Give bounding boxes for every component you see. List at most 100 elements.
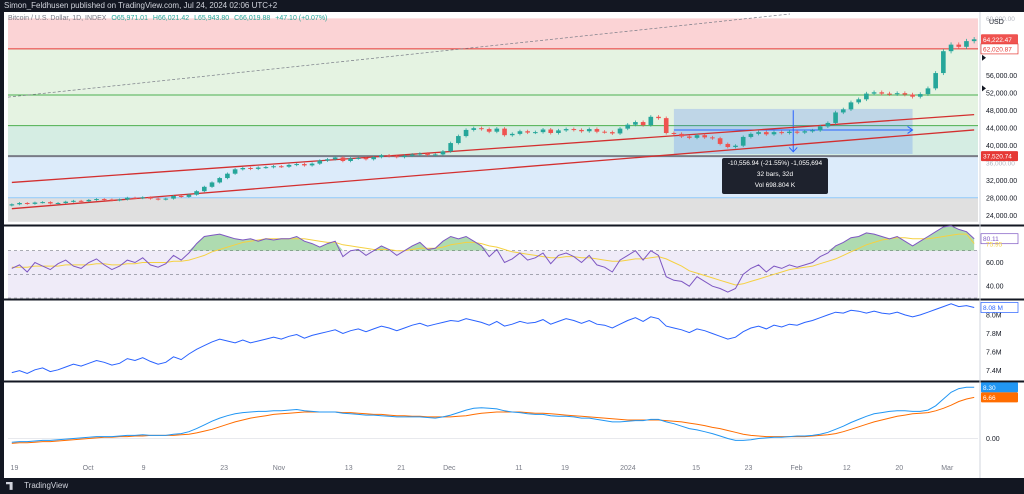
candle-body <box>240 168 246 170</box>
price-tick-label: 32,000.00 <box>986 178 1017 185</box>
candle-body <box>548 129 554 133</box>
candle-body <box>9 204 15 206</box>
obv-tick-label: 7.4M <box>986 368 1002 375</box>
candle-body <box>48 202 53 204</box>
candle-body <box>864 93 869 100</box>
candle-body <box>471 128 477 130</box>
candle-body <box>502 128 507 136</box>
obv-tick-label: 8.0M <box>986 312 1002 319</box>
close-value: C66,019.88 <box>234 15 271 22</box>
candle-body <box>371 157 376 160</box>
rsi-tick-label: 40.00 <box>986 284 1004 291</box>
x-axis-label: 2024 <box>620 465 636 472</box>
trend-line-upper_trend <box>11 113 975 184</box>
price-tick-label: 40,000.00 <box>986 143 1017 150</box>
zone-grey <box>8 197 978 222</box>
x-axis-label: 19 <box>11 465 19 472</box>
candle-body <box>494 128 500 132</box>
publisher-text: Simon_Feldhusen published on TradingView… <box>4 1 278 10</box>
rsi-line <box>11 225 975 293</box>
rsi-overbought-fill <box>11 225 975 251</box>
candle-body <box>209 182 215 187</box>
x-axis-label: 12 <box>843 465 851 472</box>
candle-body <box>933 73 938 89</box>
candle-body <box>40 202 45 204</box>
price-tag-faint-top: 69,000.00 <box>986 16 1015 23</box>
candle-body <box>55 203 61 204</box>
measure-arrow-down <box>788 147 798 153</box>
candle-body <box>355 157 361 159</box>
candle-body <box>540 129 546 133</box>
measure-arrow-right <box>907 126 914 134</box>
price-tick-label: 24,000.00 <box>986 213 1017 220</box>
candle-body <box>379 155 384 158</box>
candle-body <box>317 160 323 164</box>
candle-body <box>625 124 631 129</box>
obv-line <box>11 303 975 375</box>
candle-body <box>656 116 661 119</box>
currency-label: USD <box>989 19 1004 26</box>
macd-signal-line <box>11 396 975 444</box>
candle-body <box>679 133 684 137</box>
candle-body <box>756 132 761 134</box>
zone-green <box>8 48 978 95</box>
price-tag-support-bg <box>981 151 1018 162</box>
candle-body <box>217 178 223 183</box>
publisher-bar: Simon_Feldhusen published on TradingView… <box>0 0 1024 12</box>
low-value: L65,943.80 <box>194 15 230 22</box>
open-value: O65,971.01 <box>111 15 148 22</box>
obv-tick-label: 7.6M <box>986 350 1002 357</box>
candle-body <box>440 151 446 155</box>
measure-bars: 32 bars, 32d <box>756 171 794 178</box>
candle-body <box>402 155 407 158</box>
candle-body <box>894 93 900 95</box>
candle-body <box>525 131 530 133</box>
candle-body <box>848 102 854 110</box>
price-tag-level-top-border <box>980 43 1019 55</box>
macd-tag: 8.30 <box>983 385 996 392</box>
candle-body <box>101 199 107 201</box>
candle-body <box>302 164 307 166</box>
candle-body <box>363 157 369 160</box>
obv-tag-border <box>980 302 1019 313</box>
candle-body <box>871 92 877 94</box>
candle-body <box>348 158 353 161</box>
price-tag-current: 64,222.47 <box>983 37 1012 44</box>
candle-body <box>386 155 392 157</box>
candle-body <box>533 132 538 134</box>
obv-tag: 8.08 M <box>983 305 1003 312</box>
x-axis-label: Feb <box>790 465 802 472</box>
candle-body <box>286 164 292 167</box>
candle-body <box>394 156 400 158</box>
price-tag-current-bg <box>981 34 1018 45</box>
candle-body <box>78 200 84 202</box>
candle-body <box>17 203 22 205</box>
candle-body <box>594 129 600 132</box>
candle-body <box>332 157 338 160</box>
candle-body <box>556 130 561 133</box>
x-axis-label: Dec <box>443 465 456 472</box>
candle-body <box>140 197 146 199</box>
candle-body <box>263 167 269 169</box>
candle-body <box>448 143 453 152</box>
candle-body <box>771 132 777 135</box>
candle-body <box>633 122 638 125</box>
candle-body <box>563 129 569 131</box>
price-tick-label: 48,000.00 <box>986 108 1017 115</box>
candle-body <box>956 44 962 47</box>
candle-body <box>109 199 115 201</box>
candle-body <box>941 51 946 74</box>
candle-body <box>24 203 30 204</box>
price-tick-label: 52,000.00 <box>986 90 1017 97</box>
candle-body <box>740 136 746 146</box>
candle-body <box>432 154 438 156</box>
measure-tooltip: -10,556.94 (-21.55%) -1,055,694 32 bars,… <box>722 158 828 194</box>
candle-body <box>663 118 669 133</box>
candle-body <box>879 92 885 94</box>
candle-body <box>294 164 299 166</box>
candle-body <box>748 133 754 137</box>
candle-body <box>271 166 276 168</box>
rsi-tag-bg <box>981 233 1018 244</box>
candle-body <box>86 199 92 202</box>
